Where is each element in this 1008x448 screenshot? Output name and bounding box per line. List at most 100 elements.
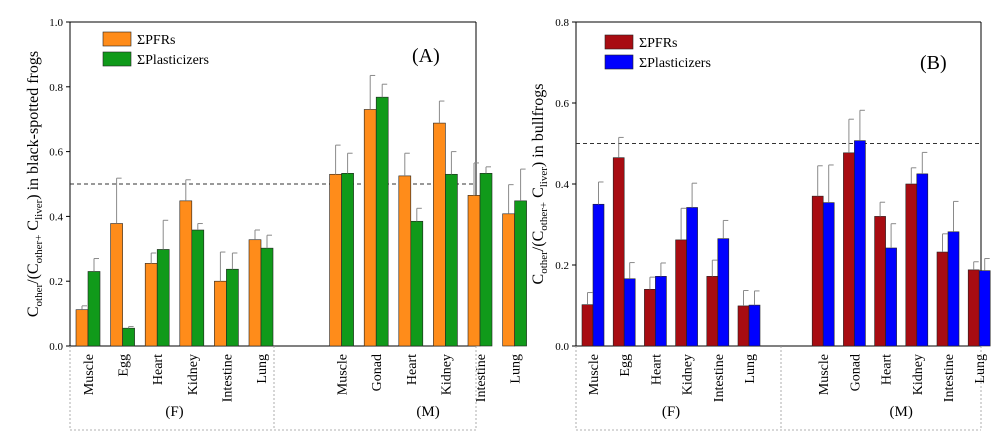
bar [811, 195, 824, 347]
bar [398, 175, 412, 347]
legend-swatch [604, 54, 634, 70]
group-label: (F) [165, 404, 183, 420]
y-axis-label-part: ) in black-spotted frogs [25, 51, 42, 200]
category-label: Muscle [587, 354, 602, 395]
legend-label: ΣPlasticizers [639, 56, 711, 71]
bar [655, 276, 667, 347]
bar [179, 200, 193, 347]
bar [375, 96, 389, 347]
bar [623, 278, 636, 347]
bar [581, 304, 594, 347]
bar [854, 140, 866, 347]
y-axis-label-part: C [530, 274, 547, 285]
bar [675, 239, 687, 347]
y-tick-label: 0.2 [555, 260, 569, 272]
bar [467, 195, 481, 347]
y-axis-label-subscript: liver [538, 167, 550, 187]
y-tick-label: 0.0 [555, 341, 569, 353]
bar [612, 157, 625, 347]
bar [514, 200, 527, 347]
y-tick-label: 0.6 [555, 98, 569, 110]
y-tick-label: 1.0 [49, 17, 63, 29]
bar [936, 251, 949, 347]
category-label: Heart [151, 354, 166, 385]
bar [592, 203, 605, 347]
bar [905, 183, 918, 347]
bar [156, 249, 170, 347]
group-label: (F) [662, 404, 680, 420]
category-label: Gonad [370, 354, 385, 391]
y-axis-label-part: C [25, 306, 42, 317]
panel-a: 0.0 0.2 0.4 0.6 0.8 1.0 Muscle Egg Heart Kidney In… [25, 17, 527, 431]
category-label: Gonad [848, 354, 863, 391]
category-label: Kidney [911, 354, 926, 395]
bar [75, 309, 89, 347]
category-label: Heart [405, 354, 420, 385]
category-label: Intestine [712, 354, 727, 402]
y-tick-label: 0.4 [49, 211, 63, 223]
y-axis-label-part: ) in bullfrogs [530, 84, 547, 168]
y-axis-label-part: /(C [530, 231, 547, 251]
bar [737, 305, 750, 347]
category-label: Lung [509, 354, 524, 384]
group-label: (M) [416, 404, 439, 420]
bar [214, 280, 227, 347]
category-label: Muscle [82, 354, 97, 395]
bar [433, 122, 446, 347]
bar [363, 109, 377, 347]
bar [822, 202, 835, 347]
category-label: Lung [973, 354, 988, 384]
bar [885, 247, 897, 347]
y-axis-label-part: C [530, 187, 547, 202]
bar [260, 247, 274, 347]
bar [410, 220, 424, 347]
y-axis-label-part: /(C [25, 263, 42, 283]
category-label: Intestine [942, 354, 957, 402]
legend-swatch [604, 34, 634, 50]
category-label: Kidney [439, 354, 454, 395]
category-label: Egg [618, 354, 633, 377]
category-label: Intestine [220, 354, 235, 402]
y-tick-label: 0.8 [555, 17, 569, 29]
bar [502, 213, 515, 347]
category-label: Muscle [817, 354, 832, 395]
bar [706, 276, 719, 347]
bar [874, 216, 886, 347]
bar [87, 271, 101, 347]
bar [916, 173, 929, 347]
bar [110, 223, 123, 347]
category-label: Lung [255, 354, 270, 384]
panel-label: (B) [920, 52, 947, 74]
legend-label: ΣPFRs [639, 36, 678, 51]
y-tick-label: 0.4 [555, 179, 569, 191]
bar [644, 288, 656, 347]
category-label: Egg [117, 354, 132, 377]
bar [445, 173, 458, 347]
bar [122, 327, 135, 347]
bar [191, 229, 205, 347]
bar [341, 173, 354, 347]
legend-swatch [102, 31, 132, 47]
y-axis-label-subscript: liver [33, 199, 45, 219]
y-tick-label: 0.2 [49, 276, 63, 288]
bar [967, 269, 980, 347]
bar [248, 239, 262, 347]
legend-label: ΣPlasticizers [137, 53, 209, 68]
y-axis-label: Cother/(Cother+ Cliver) in black-spotted… [25, 51, 45, 317]
y-axis-label-subscript: other [538, 251, 550, 274]
bar [144, 263, 158, 347]
group-label: (M) [890, 404, 913, 420]
bar [717, 238, 730, 347]
y-tick-label: 0.0 [49, 341, 63, 353]
category-label: Lung [743, 354, 758, 384]
y-axis-label-part: C [25, 220, 42, 235]
y-axis-label-subscript: other [33, 284, 45, 307]
panel-label: (A) [412, 45, 440, 67]
category-label: Kidney [186, 354, 201, 395]
y-tick-label: 0.6 [49, 147, 63, 159]
bar [479, 173, 493, 347]
category-label: Heart [649, 354, 664, 385]
legend-label: ΣPFRs [137, 33, 176, 48]
bar [686, 207, 698, 347]
